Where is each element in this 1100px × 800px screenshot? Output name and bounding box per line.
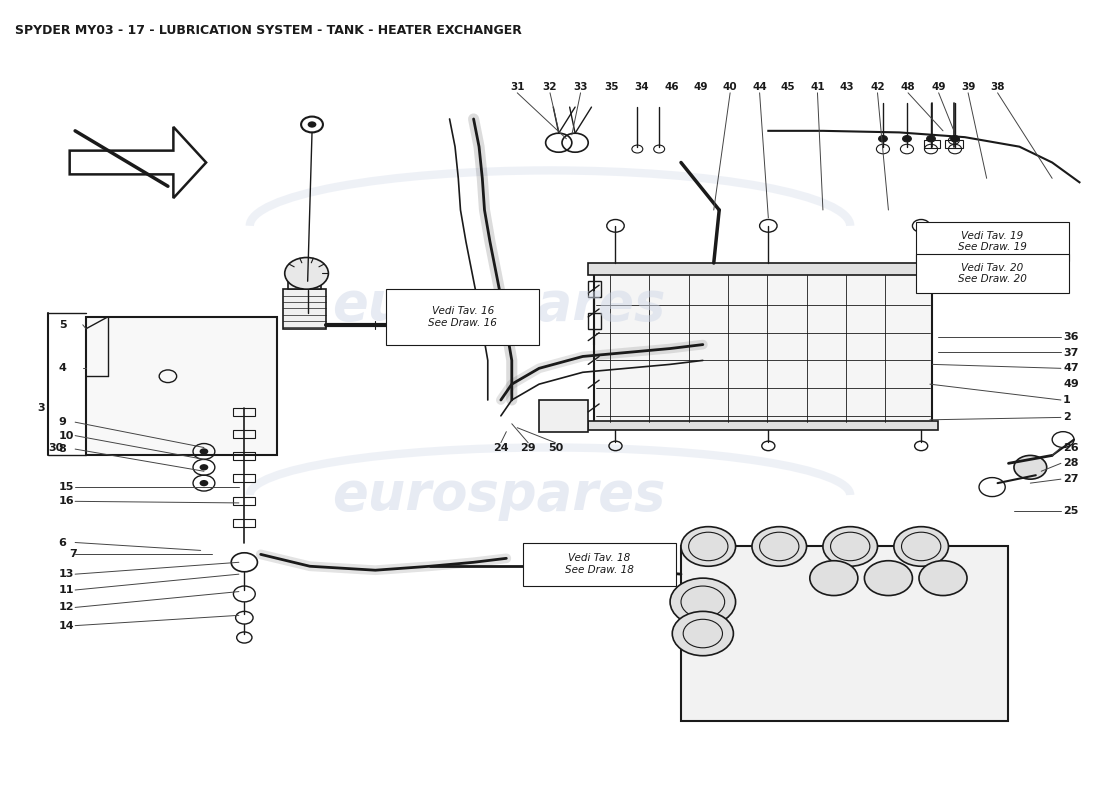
Bar	[233, 452, 255, 460]
Bar	[588, 263, 937, 275]
Circle shape	[285, 258, 329, 289]
Circle shape	[865, 561, 912, 595]
Text: 16: 16	[58, 496, 75, 506]
Circle shape	[950, 135, 959, 142]
Text: 33: 33	[573, 82, 587, 92]
Bar	[233, 497, 255, 505]
Circle shape	[879, 135, 888, 142]
Text: 32: 32	[542, 82, 558, 92]
Text: 36: 36	[1063, 332, 1079, 342]
Text: SPYDER MY03 - 17 - LUBRICATION SYSTEM - TANK - HEATER EXCHANGER: SPYDER MY03 - 17 - LUBRICATION SYSTEM - …	[15, 24, 522, 37]
Text: 4: 4	[58, 363, 67, 374]
Circle shape	[918, 561, 967, 595]
Bar	[233, 430, 255, 438]
Text: eurospares: eurospares	[332, 279, 666, 331]
Text: 40: 40	[723, 82, 737, 92]
Text: 9: 9	[58, 417, 67, 427]
Text: 42: 42	[870, 82, 884, 92]
Text: 2: 2	[1063, 413, 1070, 422]
Circle shape	[1014, 455, 1047, 479]
Text: 5: 5	[58, 320, 66, 330]
Text: 37: 37	[1063, 347, 1078, 358]
Circle shape	[672, 611, 734, 656]
Text: 31: 31	[510, 82, 525, 92]
Bar	[86, 317, 277, 455]
Circle shape	[752, 526, 806, 566]
Bar	[681, 546, 1009, 721]
Bar	[588, 313, 602, 329]
Text: 30: 30	[47, 442, 63, 453]
Circle shape	[894, 526, 948, 566]
Text: 45: 45	[781, 82, 795, 92]
Text: 38: 38	[990, 82, 1004, 92]
Text: 44: 44	[752, 82, 767, 92]
Text: 10: 10	[58, 430, 74, 441]
Text: 43: 43	[839, 82, 855, 92]
Text: eurospares: eurospares	[332, 469, 666, 521]
Text: 24: 24	[493, 442, 508, 453]
FancyBboxPatch shape	[522, 542, 675, 586]
Text: 7: 7	[69, 550, 77, 559]
Text: 49: 49	[1063, 379, 1079, 389]
Circle shape	[308, 122, 317, 128]
Circle shape	[823, 526, 878, 566]
Circle shape	[199, 480, 208, 486]
Text: 13: 13	[58, 569, 74, 579]
Text: 29: 29	[520, 442, 536, 453]
Text: Vedi Tav. 19
See Draw. 19: Vedi Tav. 19 See Draw. 19	[958, 231, 1026, 253]
Circle shape	[810, 561, 858, 595]
Text: 49: 49	[693, 82, 708, 92]
Text: 12: 12	[58, 602, 75, 613]
FancyBboxPatch shape	[915, 254, 1068, 293]
Text: 49: 49	[932, 82, 946, 92]
Bar	[924, 140, 939, 148]
Bar	[588, 282, 602, 297]
Text: 34: 34	[635, 82, 649, 92]
Circle shape	[926, 135, 935, 142]
Text: Vedi Tav. 16
See Draw. 16: Vedi Tav. 16 See Draw. 16	[428, 306, 497, 328]
Text: Vedi Tav. 18
See Draw. 18: Vedi Tav. 18 See Draw. 18	[564, 554, 634, 575]
Text: 8: 8	[58, 444, 66, 454]
Circle shape	[670, 578, 736, 626]
Text: 28: 28	[1063, 458, 1079, 468]
FancyBboxPatch shape	[915, 222, 1068, 262]
Text: 41: 41	[810, 82, 825, 92]
Bar	[233, 474, 255, 482]
Bar	[233, 518, 255, 526]
Text: Vedi Tav. 20
See Draw. 20: Vedi Tav. 20 See Draw. 20	[958, 262, 1026, 284]
FancyBboxPatch shape	[386, 289, 539, 345]
Text: 6: 6	[58, 538, 67, 547]
Text: 3: 3	[37, 403, 44, 413]
Text: 39: 39	[961, 82, 976, 92]
Text: 15: 15	[58, 482, 74, 492]
Bar	[288, 270, 321, 289]
Text: 1: 1	[1063, 395, 1070, 405]
Text: 26: 26	[1063, 442, 1079, 453]
Text: 27: 27	[1063, 474, 1079, 484]
Text: 48: 48	[901, 82, 915, 92]
Text: 35: 35	[604, 82, 618, 92]
Bar	[539, 400, 588, 432]
Bar	[945, 140, 962, 148]
Bar	[594, 274, 932, 424]
Text: 50: 50	[548, 442, 563, 453]
Circle shape	[903, 135, 911, 142]
Text: 46: 46	[666, 82, 680, 92]
Text: 11: 11	[58, 585, 75, 595]
Bar	[588, 421, 937, 430]
Circle shape	[199, 464, 208, 470]
Text: 47: 47	[1063, 363, 1079, 374]
Bar	[283, 289, 327, 329]
Circle shape	[681, 526, 736, 566]
Text: 25: 25	[1063, 506, 1078, 516]
Bar	[233, 408, 255, 416]
Circle shape	[199, 448, 208, 454]
Text: 14: 14	[58, 621, 75, 630]
